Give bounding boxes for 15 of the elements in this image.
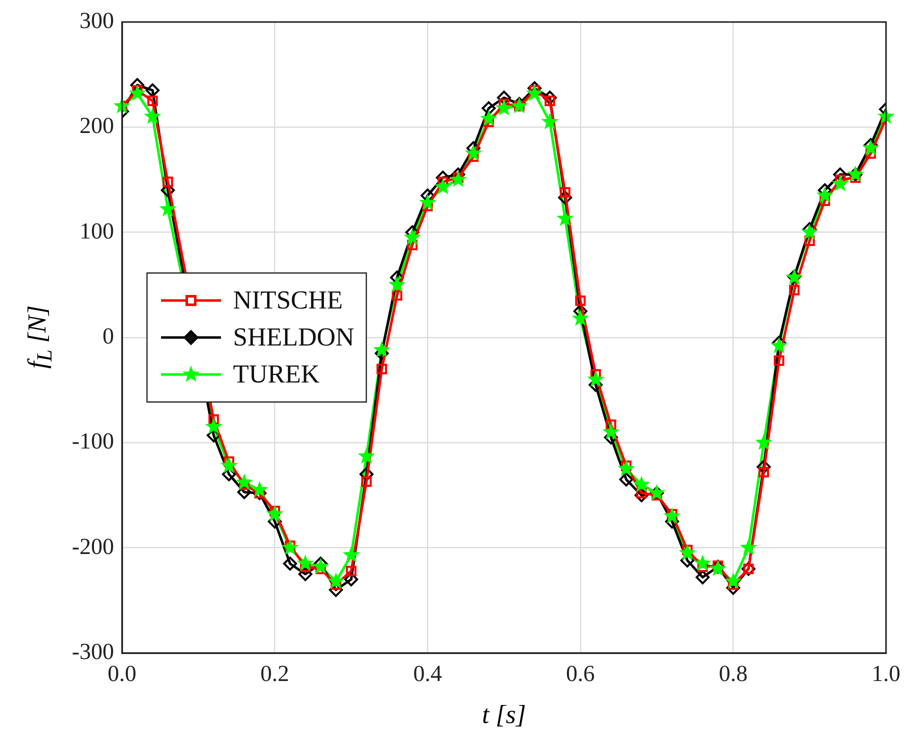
y-tick-label: -100 [72,428,114,454]
y-tick-label: 0 [102,324,114,349]
x-tick-label: 0.6 [566,660,595,686]
x-tick-label: 1.0 [872,660,900,686]
y-tick-label: 200 [80,113,114,138]
x-tick-label: 0.4 [413,660,442,686]
x-axis-title: t [s] [482,700,526,730]
y-tick-label: 100 [80,218,114,244]
legend-label: SHELDON [233,322,355,352]
y-tick-label: 300 [80,8,114,34]
legend-label: NITSCHE [233,285,343,314]
x-tick-label: 0.8 [718,660,748,686]
legend-label: TUREK [233,359,320,388]
y-tick-label: -200 [72,534,114,559]
x-tick-label: 0.2 [260,660,290,686]
